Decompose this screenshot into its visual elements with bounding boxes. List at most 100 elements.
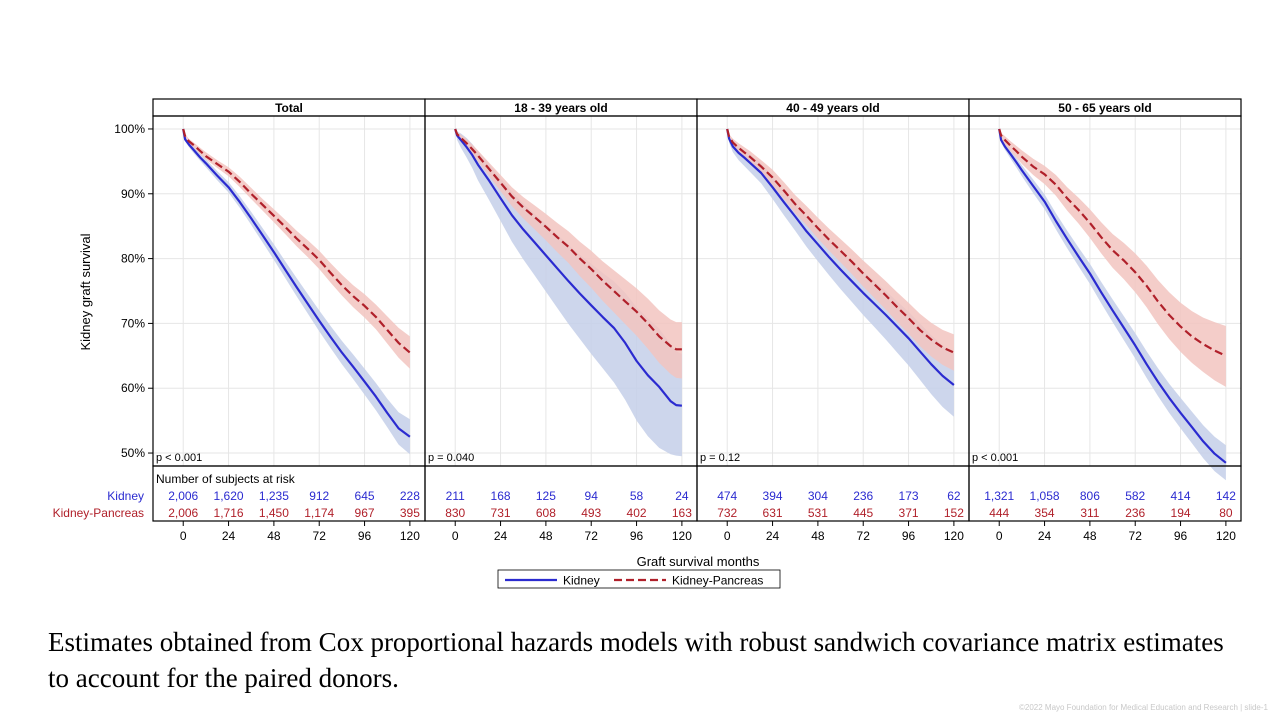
x-tick-label: 72 (1129, 529, 1143, 543)
x-tick-label: 0 (180, 529, 187, 543)
chart-text: Kidney graft survival Graft survival mon… (53, 101, 1237, 569)
panel-50-65-years-old-at-risk-kidney: 806 (1080, 489, 1100, 503)
panel-50-65-years-old-kidney-pancreas-confidence-band (999, 129, 1226, 387)
panel-18-39-years-old-at-risk-kidney: 211 (446, 489, 465, 503)
panel-18-39-years-old-at-risk-kidney-pancreas: 493 (581, 506, 601, 520)
x-tick-label: 120 (944, 529, 964, 543)
panel-40-49-years-old-at-risk-kidney-pancreas: 531 (808, 506, 828, 520)
x-tick-label: 0 (452, 529, 459, 543)
x-tick-label: 96 (358, 529, 372, 543)
panel-total-at-risk-kidney: 1,620 (214, 489, 244, 503)
panel-18-39-years-old-at-risk-kidney: 94 (585, 489, 599, 503)
x-tick-label: 96 (902, 529, 916, 543)
panel-40-49-years-old-kidney-pancreas-curve (726, 128, 955, 354)
panel-18-39-years-old-kidney-pancreas-confidence-band (455, 129, 682, 379)
panel-50-65-years-old-kidney-confidence-band (999, 129, 1226, 481)
x-axis-label: Graft survival months (637, 554, 760, 569)
x-tick-label: 0 (724, 529, 731, 543)
panel-40-49-years-old-at-risk-kidney-pancreas: 732 (717, 506, 737, 520)
x-tick-label: 48 (539, 529, 553, 543)
panel-50-65-years-old-kidney-pancreas-curve (998, 128, 1227, 357)
x-tick-label: 0 (996, 529, 1003, 543)
panel-40-49-years-old-p-value: p = 0.12 (700, 452, 740, 464)
panel-40-49-years-old-at-risk-frame (696, 465, 970, 522)
at-risk-title: Number of subjects at risk (156, 472, 296, 486)
panel-18-39-years-old-at-risk-kidney: 58 (630, 489, 644, 503)
x-tick-label: 48 (1083, 529, 1097, 543)
x-tick-label: 24 (766, 529, 780, 543)
panel-total-p-value: p < 0.001 (156, 452, 202, 464)
panel-total-at-risk-kidney: 228 (400, 489, 420, 503)
panel-total-at-risk-kidney-pancreas: 2,006 (168, 506, 198, 520)
legend: Kidney Kidney-Pancreas (497, 569, 781, 589)
panel-40-49-years-old-at-risk-kidney-pancreas: 631 (763, 506, 783, 520)
panel-40-49-years-old-at-risk-kidney: 394 (763, 489, 783, 503)
panel-total-at-risk-kidney: 912 (309, 489, 329, 503)
panel-total-at-risk-kidney-pancreas: 1,450 (259, 506, 289, 520)
panel-18-39-years-old-at-risk-kidney: 24 (675, 489, 689, 503)
panel-18-39-years-old-kidney-curve (454, 128, 683, 407)
x-tick-label: 120 (1216, 529, 1236, 543)
y-tick-label: 70% (121, 316, 145, 330)
confidence-bands (183, 129, 1226, 481)
survival-curves (182, 128, 1227, 464)
panel-total-title: Total (275, 101, 303, 115)
panel-total-at-risk-kidney: 1,235 (259, 489, 289, 503)
x-tick-label: 24 (1038, 529, 1052, 543)
panel-40-49-years-old-at-risk-kidney: 236 (853, 489, 873, 503)
panel-18-39-years-old-at-risk-kidney: 168 (491, 489, 511, 503)
x-tick-label: 120 (672, 529, 692, 543)
panel-40-49-years-old-at-risk-kidney: 304 (808, 489, 828, 503)
panel-18-39-years-old-at-risk-kidney-pancreas: 830 (445, 506, 465, 520)
panel-40-49-years-old-kidney-curve (726, 128, 955, 386)
panel-50-65-years-old-at-risk-kidney-pancreas: 80 (1219, 506, 1233, 520)
panel-18-39-years-old-at-risk-kidney: 125 (536, 489, 556, 503)
x-tick-label: 24 (494, 529, 508, 543)
y-tick-label: 90% (121, 187, 145, 201)
x-tick-label: 48 (811, 529, 825, 543)
panel-50-65-years-old-p-value: p < 0.001 (972, 452, 1018, 464)
x-tick-label: 96 (1174, 529, 1188, 543)
legend-kidney-pancreas-label: Kidney-Pancreas (672, 574, 763, 588)
at-risk-label-kidney-pancreas: Kidney-Pancreas (53, 506, 144, 520)
panel-18-39-years-old-at-risk-kidney-pancreas: 608 (536, 506, 556, 520)
x-tick-label: 24 (222, 529, 236, 543)
x-tick-label: 72 (313, 529, 327, 543)
panel-18-39-years-old-title: 18 - 39 years old (514, 101, 607, 115)
y-tick-label: 100% (114, 122, 145, 136)
at-risk-label-kidney: Kidney (107, 489, 144, 503)
panel-50-65-years-old-at-risk-kidney-pancreas: 311 (1080, 506, 1099, 520)
panel-18-39-years-old-at-risk-kidney-pancreas: 402 (627, 506, 647, 520)
panel-50-65-years-old-at-risk-kidney-pancreas: 194 (1171, 506, 1191, 520)
panel-50-65-years-old-at-risk-kidney: 1,321 (984, 489, 1014, 503)
panel-total-kidney-pancreas-curve (182, 128, 411, 354)
panel-total-at-risk-kidney: 2,006 (168, 489, 198, 503)
panel-50-65-years-old-at-risk-frame (968, 465, 1242, 522)
panel-50-65-years-old-at-risk-kidney: 414 (1171, 489, 1191, 503)
legend-kidney-label: Kidney (563, 574, 600, 588)
panel-total-at-risk-kidney-pancreas: 1,716 (214, 506, 244, 520)
panel-total-at-risk-kidney-pancreas: 967 (355, 506, 375, 520)
panel-50-65-years-old-at-risk-kidney-pancreas: 354 (1035, 506, 1055, 520)
panel-50-65-years-old-at-risk-kidney: 582 (1125, 489, 1145, 503)
y-axis-label: Kidney graft survival (78, 233, 93, 350)
caption: Estimates obtained from Cox proportional… (48, 627, 1224, 693)
panel-18-39-years-old-at-risk-kidney-pancreas: 731 (491, 506, 511, 520)
panel-50-65-years-old-at-risk-kidney: 1,058 (1030, 489, 1060, 503)
panel-18-39-years-old-at-risk-frame (424, 465, 698, 522)
panel-total-kidney-pancreas-confidence-band (183, 129, 410, 369)
panel-40-49-years-old-at-risk-kidney: 62 (947, 489, 961, 503)
panel-total-kidney-curve (182, 128, 411, 438)
x-tick-label: 96 (630, 529, 644, 543)
panel-40-49-years-old-at-risk-kidney-pancreas: 445 (853, 506, 873, 520)
panel-total-at-risk-kidney: 645 (355, 489, 375, 503)
panel-50-65-years-old-kidney-curve (998, 128, 1227, 464)
y-tick-label: 60% (121, 381, 145, 395)
panel-40-49-years-old-at-risk-kidney: 173 (899, 489, 919, 503)
panel-18-39-years-old-kidney-confidence-band (455, 129, 682, 457)
x-tick-label: 72 (585, 529, 599, 543)
y-tick-label: 50% (121, 446, 145, 460)
footer-copyright: ©2022 Mayo Foundation for Medical Educat… (1018, 703, 1268, 712)
y-tick-label: 80% (121, 252, 145, 266)
